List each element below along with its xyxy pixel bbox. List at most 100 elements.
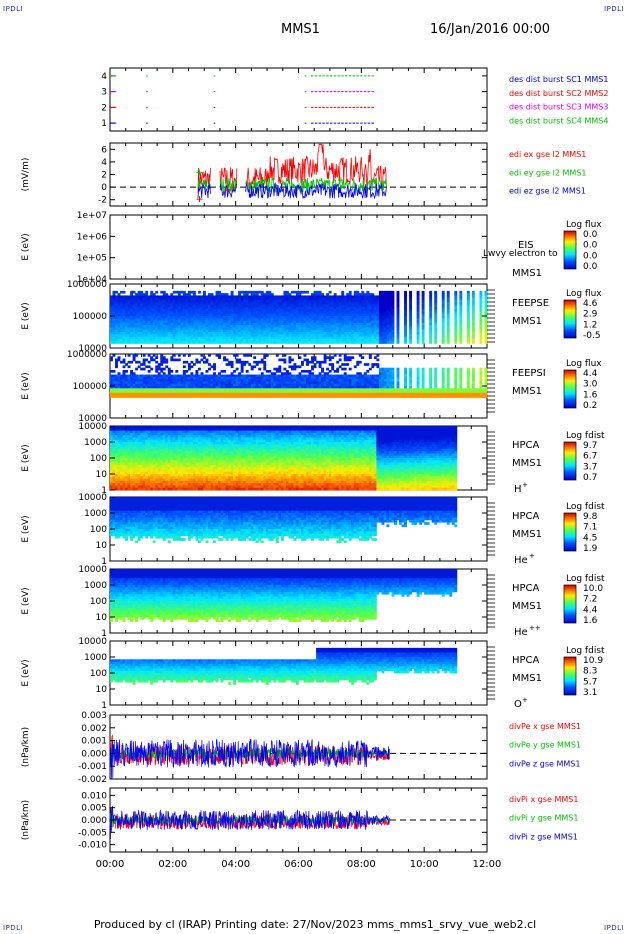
heatmap-cell	[386, 313, 390, 317]
heatmap-cell	[416, 316, 420, 319]
heatmap-cell	[444, 388, 448, 391]
heatmap-cell	[409, 300, 412, 303]
heatmap-cell	[313, 334, 317, 337]
heatmap-cell	[388, 297, 392, 301]
heatmap-cell	[177, 325, 181, 328]
heatmap-cell	[446, 290, 450, 294]
heatmap-cell	[135, 300, 139, 303]
heatmap-cell	[416, 395, 420, 398]
heatmap-cell	[220, 327, 224, 331]
heatmap-cell	[202, 381, 206, 385]
heatmap-cell	[165, 293, 169, 296]
heatmap-cell	[223, 297, 227, 301]
heatmap-cell	[150, 293, 154, 296]
heatmap-cell	[280, 383, 284, 387]
heatmap-cell	[409, 306, 412, 310]
heatmap-cell	[383, 367, 387, 371]
edi-trace	[219, 178, 238, 193]
heatmap-cell	[137, 360, 141, 364]
heatmap-cell	[268, 390, 272, 394]
heatmap-cell	[348, 297, 352, 301]
heatmap-cell	[298, 290, 302, 294]
heatmap-cell	[187, 392, 191, 396]
heatmap-cell	[122, 334, 126, 337]
heatmap-cell	[318, 311, 322, 315]
heatmap-cell	[441, 329, 445, 333]
heatmap-cell	[416, 318, 420, 321]
heatmap-cell	[421, 392, 425, 396]
heatmap-cell	[386, 332, 390, 335]
heatmap-cell	[449, 390, 453, 394]
heatmap-cell	[348, 367, 352, 371]
heatmap-cell	[275, 338, 279, 342]
heatmap-cell	[321, 374, 325, 378]
heatmap-cell	[459, 392, 463, 396]
heatmap-cell	[371, 363, 375, 366]
heatmap-cell	[130, 381, 134, 385]
heatmap-cell	[208, 311, 211, 315]
heatmap-cell	[303, 318, 307, 321]
heatmap-cell	[363, 376, 367, 380]
heatmap-cell	[170, 293, 174, 296]
heatmap-cell	[165, 304, 169, 308]
heatmap-cell	[155, 316, 159, 319]
heatmap-cell	[110, 332, 113, 335]
heatmap-cell	[110, 300, 113, 303]
heatmap-cell	[358, 383, 362, 387]
heatmap-cell	[368, 318, 372, 321]
heatmap-cell	[288, 311, 292, 315]
heatmap-cell	[135, 341, 139, 344]
heatmap-cell	[326, 311, 330, 315]
heatmap-cell	[285, 329, 289, 333]
heatmap-cell	[228, 376, 232, 380]
heatmap-cell	[200, 316, 204, 319]
heatmap-cell	[311, 390, 314, 394]
heatmap-cell	[110, 358, 113, 362]
heatmap-cell	[371, 386, 375, 389]
heatmap-cell	[120, 376, 123, 380]
heatmap-cell	[280, 320, 284, 324]
heatmap-cell	[200, 300, 204, 303]
y-axis-label: E (eV)	[21, 302, 31, 329]
heatmap-cell	[202, 390, 206, 394]
heatmap-cell	[160, 304, 164, 308]
heatmap-cell	[228, 306, 232, 310]
heatmap-cell	[258, 316, 262, 319]
heatmap-cell	[353, 306, 357, 310]
heatmap-cell	[230, 386, 234, 389]
heatmap-cell	[275, 300, 279, 303]
heatmap-cell	[383, 386, 387, 389]
heatmap-cell	[160, 322, 164, 326]
heatmap-cell	[253, 381, 257, 385]
heatmap-cell	[273, 395, 277, 398]
heatmap-cell	[270, 336, 274, 340]
heatmap-cell	[333, 332, 337, 335]
heatmap-cell	[383, 300, 387, 303]
heatmap-cell	[421, 329, 425, 333]
heatmap-cell	[130, 311, 134, 315]
heatmap-cell	[112, 341, 116, 344]
heatmap-cell	[351, 327, 355, 331]
heatmap-cell	[341, 336, 345, 340]
heatmap-cell	[210, 309, 214, 312]
heatmap-cell	[135, 302, 139, 305]
heatmap-cell	[195, 390, 199, 394]
heatmap-cell	[338, 313, 342, 317]
heatmap-cell	[421, 302, 425, 305]
heatmap-cell	[117, 356, 121, 359]
heatmap-cell	[306, 376, 309, 380]
heatmap-cell	[157, 329, 161, 333]
heatmap-cell	[293, 381, 297, 385]
heatmap-cell	[255, 316, 259, 319]
heatmap-cell	[208, 341, 211, 344]
heatmap-cell	[180, 297, 184, 301]
heatmap-cell	[301, 363, 304, 366]
heatmap-cell	[110, 388, 113, 391]
heatmap-cell	[358, 313, 362, 317]
heatmap-cell	[295, 309, 299, 312]
heatmap-cell	[326, 338, 330, 342]
heatmap-cell	[318, 341, 322, 344]
heatmap-cell	[117, 329, 121, 333]
heatmap-cell	[421, 390, 425, 394]
heatmap-cell	[338, 316, 342, 319]
